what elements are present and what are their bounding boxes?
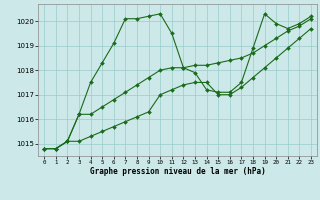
X-axis label: Graphe pression niveau de la mer (hPa): Graphe pression niveau de la mer (hPa) (90, 167, 266, 176)
